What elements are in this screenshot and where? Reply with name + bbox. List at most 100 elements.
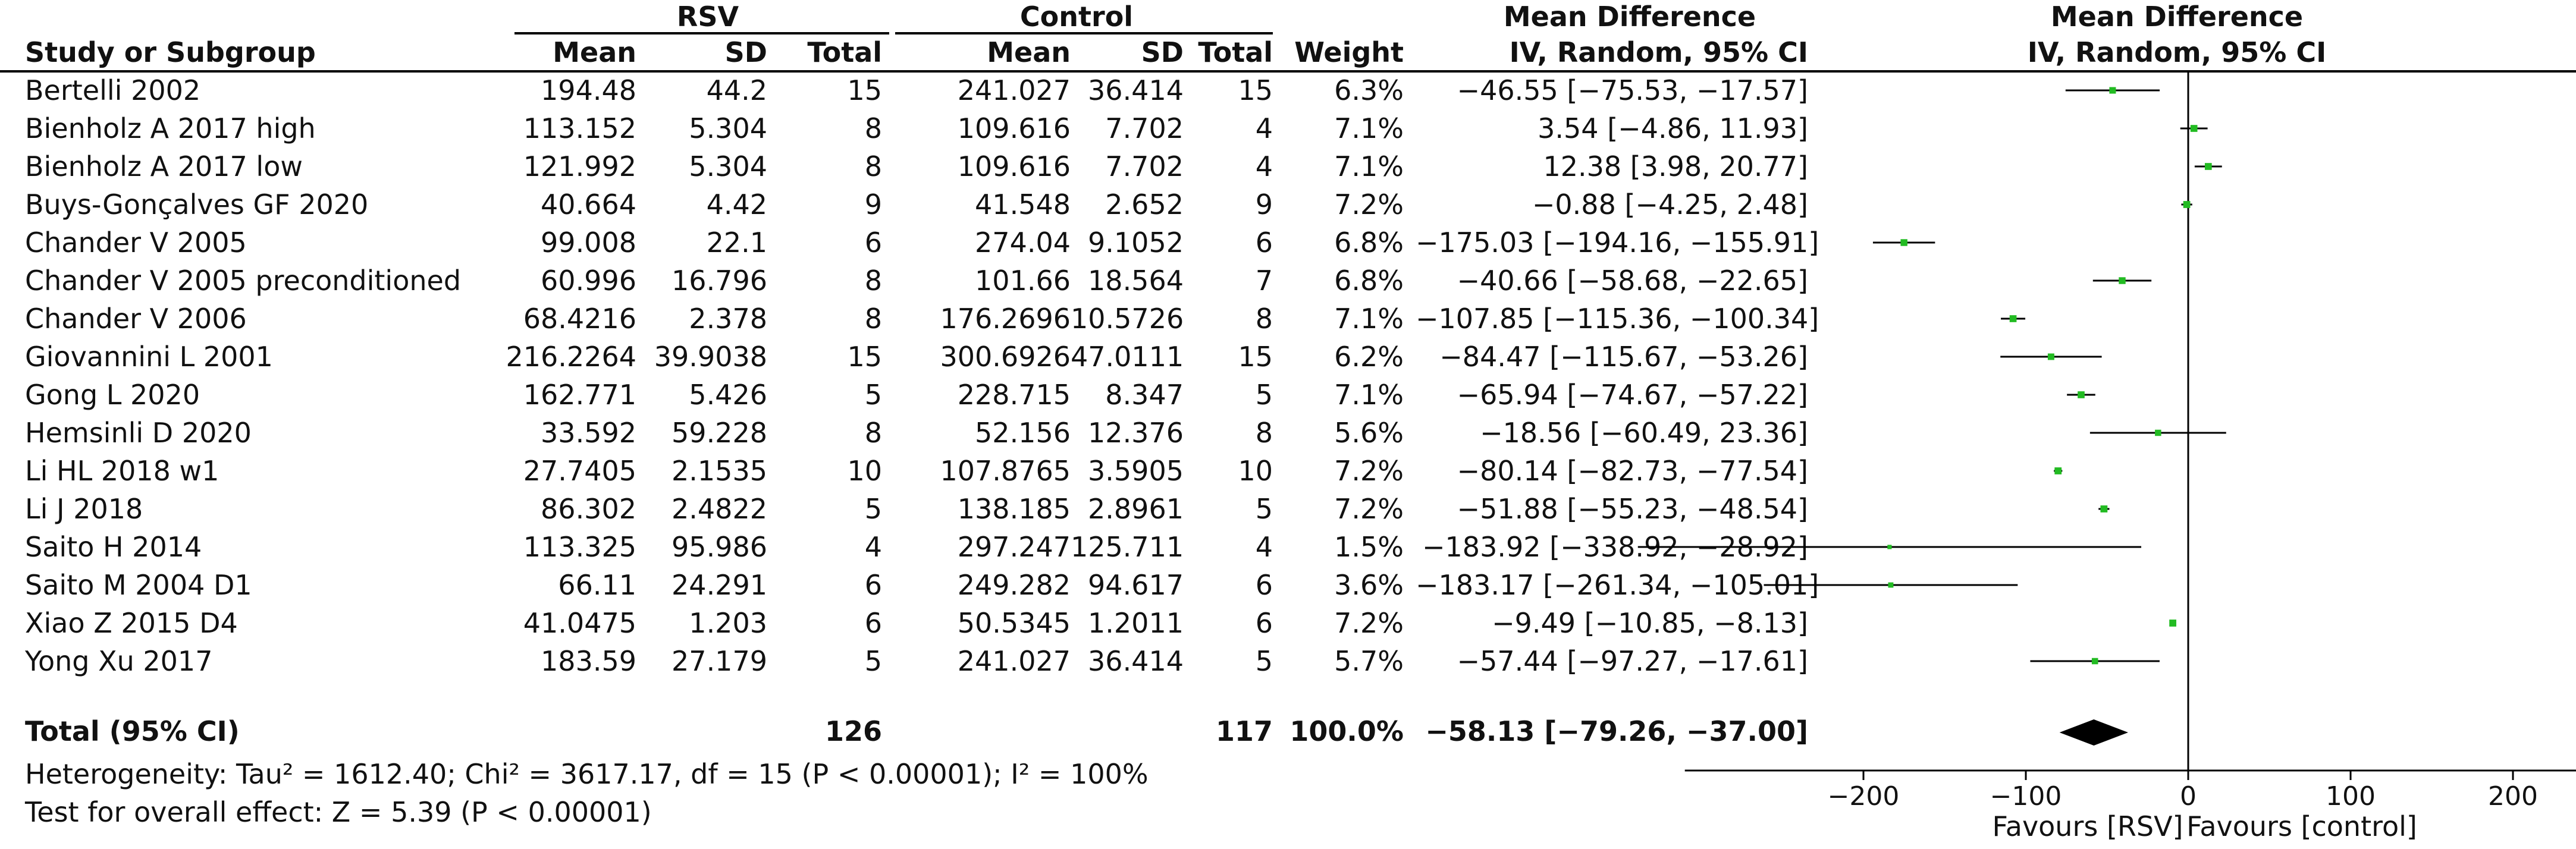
effect-marker [2054, 467, 2062, 474]
study-name: Saito M 2004 D1 [25, 569, 252, 601]
rsv-sd: 5.304 [689, 112, 767, 144]
rsv-mean: 68.4216 [523, 303, 636, 335]
plot-header: Mean Difference [2050, 1, 2304, 33]
weight: 6.2% [1334, 341, 1404, 373]
group2-header: Control [1019, 1, 1134, 33]
control-total: 8 [1255, 303, 1273, 335]
weight: 7.2% [1334, 188, 1404, 221]
study-name: Li HL 2018 w1 [25, 455, 219, 487]
study-name: Buys-Gonçalves GF 2020 [25, 188, 369, 221]
control-total: 6 [1255, 607, 1273, 639]
effect-marker [2100, 505, 2108, 512]
rsv-total: 4 [864, 531, 882, 563]
rsv-mean: 41.0475 [523, 607, 636, 639]
control-total: 10 [1238, 455, 1273, 487]
mean-difference-ci: 12.38 [3.98, 20.77] [1543, 150, 1808, 183]
rsv-sd: 44.2 [706, 74, 767, 106]
rsv-sd: 1.203 [689, 607, 767, 639]
control-sd: 10.5726 [1071, 303, 1184, 335]
study-name: Bienholz A 2017 low [25, 150, 303, 183]
x-tick-label: 0 [2180, 781, 2197, 812]
control-mean: 101.66 [975, 265, 1071, 297]
total-label: Total (95% CI) [25, 715, 240, 747]
rsv-total: 10 [847, 455, 882, 487]
mean-difference-ci: −40.66 [−58.68, −22.65] [1457, 265, 1808, 297]
rsv-mean: 99.008 [541, 227, 636, 259]
col-sd2-header: SD [1141, 36, 1184, 68]
rsv-total: 5 [864, 379, 882, 411]
effect-marker [2190, 125, 2198, 132]
x-tick-label: 200 [2488, 781, 2538, 812]
study-name: Li J 2018 [25, 493, 143, 525]
rsv-total: 6 [864, 227, 882, 259]
weight: 7.1% [1334, 303, 1404, 335]
weight: 6.8% [1334, 265, 1404, 297]
effect-marker [2155, 429, 2161, 436]
effect-marker [2047, 353, 2054, 360]
rsv-total: 8 [864, 265, 882, 297]
rsv-mean: 33.592 [541, 417, 636, 449]
control-total: 15 [1238, 341, 1273, 373]
group2-rule [895, 32, 1273, 34]
study-name: Hemsinli D 2020 [25, 417, 252, 449]
mean-difference-ci: −57.44 [−97.27, −17.61] [1457, 645, 1808, 677]
study-name: Saito H 2014 [25, 531, 202, 563]
rsv-sd: 2.378 [689, 303, 767, 335]
rsv-total: 6 [864, 607, 882, 639]
plot-subheader: IV, Random, 95% CI [2027, 36, 2327, 68]
rsv-mean: 121.992 [523, 150, 636, 183]
control-sd: 9.1052 [1088, 227, 1184, 259]
favours-right-label: Favours [control] [2186, 810, 2417, 842]
favours-left-label: Favours [RSV] [1992, 810, 2183, 842]
mean-difference-ci: −18.56 [−60.49, 23.36] [1480, 417, 1808, 449]
control-total: 5 [1255, 645, 1273, 677]
rsv-sd: 5.304 [689, 150, 767, 183]
effect-marker [2091, 658, 2098, 665]
x-tick-label: −200 [1828, 781, 1900, 812]
control-total: 4 [1255, 112, 1273, 144]
mean-difference-ci: −51.88 [−55.23, −48.54] [1457, 493, 1808, 525]
weight: 1.5% [1334, 531, 1404, 563]
weight: 5.7% [1334, 645, 1404, 677]
control-sd: 8.347 [1105, 379, 1184, 411]
effect-marker [2204, 163, 2212, 170]
control-total: 7 [1255, 265, 1273, 297]
control-mean: 297.247 [957, 531, 1071, 563]
rsv-mean: 113.325 [523, 531, 636, 563]
rsv-sd: 4.42 [706, 188, 767, 221]
col-total2-header: Total [1198, 36, 1273, 68]
rsv-total: 6 [864, 569, 882, 601]
rsv-mean: 66.11 [558, 569, 636, 601]
control-total: 4 [1255, 531, 1273, 563]
effect-marker [2078, 391, 2085, 398]
weight: 7.1% [1334, 112, 1404, 144]
control-sd: 7.702 [1105, 112, 1184, 144]
control-mean: 50.5345 [957, 607, 1071, 639]
study-name: Giovannini L 2001 [25, 341, 273, 373]
mean-difference-ci: −183.17 [−261.34, −105.01] [1416, 569, 1819, 601]
control-sd: 125.711 [1071, 531, 1184, 563]
mean-difference-ci: −9.49 [−10.85, −8.13] [1492, 607, 1808, 639]
rsv-sd: 27.179 [672, 645, 767, 677]
effect-marker [1900, 239, 1907, 246]
effect-marker [2169, 620, 2176, 627]
rsv-sd: 24.291 [672, 569, 767, 601]
rsv-mean: 183.59 [541, 645, 636, 677]
rsv-mean: 162.771 [523, 379, 636, 411]
mean-difference-ci: 3.54 [−4.86, 11.93] [1538, 112, 1808, 144]
rsv-total: 9 [864, 188, 882, 221]
col-mean1-header: Mean [553, 36, 636, 68]
rsv-mean: 113.152 [523, 112, 636, 144]
rsv-mean: 40.664 [541, 188, 636, 221]
total-ci: −58.13 [−79.26, −37.00] [1425, 715, 1808, 747]
study-name: Xiao Z 2015 D4 [25, 607, 238, 639]
x-tick-label: 100 [2326, 781, 2376, 812]
effect-marker [2183, 201, 2191, 208]
control-total: 6 [1255, 569, 1273, 601]
control-total: 4 [1255, 150, 1273, 183]
rsv-sd: 5.426 [689, 379, 767, 411]
rsv-mean: 86.302 [541, 493, 636, 525]
effect-marker [1887, 545, 1892, 549]
control-mean: 241.027 [957, 645, 1071, 677]
control-mean: 109.616 [957, 150, 1071, 183]
